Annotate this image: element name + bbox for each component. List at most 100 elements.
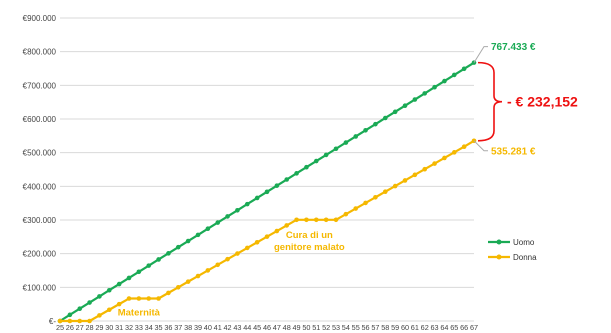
data-point (392, 183, 398, 189)
x-tick-label: 66 (460, 323, 468, 332)
x-tick-label: 32 (125, 323, 133, 332)
x-tick-label: 48 (283, 323, 291, 332)
x-tick-label: 56 (362, 323, 370, 332)
data-point (323, 152, 329, 158)
data-point (432, 84, 437, 90)
data-point (97, 313, 102, 318)
y-axis-ticks: €- €100.000 €200.000 €300.000 €400.000 €500.0… (23, 14, 57, 326)
difference-brace (477, 61, 503, 142)
x-tick-label: 50 (302, 323, 310, 332)
data-point (195, 232, 201, 238)
y-tick-label: €700.000 (23, 81, 57, 90)
data-point (363, 200, 368, 206)
x-tick-label: 59 (391, 323, 399, 332)
data-point (323, 217, 329, 223)
x-tick-label: 25 (56, 323, 64, 332)
x-tick-label: 62 (421, 323, 429, 332)
data-point (274, 183, 280, 188)
data-point (461, 66, 467, 72)
x-tick-label: 60 (401, 323, 409, 332)
data-point (116, 301, 122, 307)
data-point (244, 201, 250, 207)
data-point (274, 228, 280, 234)
data-point (254, 195, 260, 201)
x-tick-label: 46 (263, 323, 271, 332)
data-point (77, 318, 83, 324)
x-tick-label: 63 (431, 323, 439, 332)
data-point (392, 109, 398, 115)
x-tick-label: 37 (174, 323, 182, 332)
data-point (116, 281, 122, 287)
y-tick-label: €900.000 (23, 14, 57, 23)
data-point (225, 256, 230, 262)
x-tick-label: 53 (332, 323, 340, 332)
data-point (442, 78, 447, 84)
x-tick-label: 52 (322, 323, 330, 332)
y-tick-label: €500.000 (23, 149, 57, 158)
y-tick-label: €300.000 (23, 216, 57, 225)
data-point (215, 220, 221, 225)
x-tick-label: 44 (243, 323, 251, 332)
data-point (87, 300, 92, 305)
x-tick-label: 33 (135, 323, 143, 332)
annotation-cura-line: genitore malato (274, 242, 345, 253)
data-point (175, 244, 181, 250)
x-tick-label: 49 (293, 323, 301, 332)
y-tick-label: €100.000 (23, 283, 57, 292)
data-point (77, 306, 83, 311)
x-tick-label: 30 (105, 323, 113, 332)
data-point (402, 178, 408, 183)
x-tick-label: 29 (95, 323, 103, 332)
data-point (343, 211, 349, 217)
data-point (333, 217, 339, 223)
x-tick-label: 41 (214, 323, 222, 332)
data-point (205, 226, 211, 232)
x-tick-label: 34 (145, 323, 153, 332)
data-point (442, 155, 447, 161)
data-point (304, 217, 309, 223)
x-tick-label: 58 (381, 323, 389, 332)
gridlines (60, 17, 474, 322)
data-point (146, 263, 152, 268)
data-point (136, 269, 142, 275)
x-tick-label: 26 (66, 323, 74, 332)
legend-label-donna: Donna (513, 253, 537, 262)
data-point (205, 268, 211, 273)
legend-swatch-marker (496, 239, 502, 245)
x-tick-label: 38 (184, 323, 192, 332)
data-point (106, 307, 112, 313)
x-axis-ticks: 25 26 27 28 29 30 31 32 33 34 35 36 37 38 39 40 41 42 43 44… (56, 323, 478, 332)
data-point (67, 312, 73, 318)
data-point (185, 279, 191, 284)
data-point (333, 146, 339, 152)
legend-swatch-marker (496, 254, 502, 260)
data-point (422, 91, 428, 96)
data-point (284, 177, 290, 182)
annotation-cura-line: Cura di un (286, 230, 333, 241)
x-tick-label: 61 (411, 323, 419, 332)
data-point (146, 296, 152, 301)
data-point (294, 217, 299, 223)
data-point (235, 251, 240, 256)
data-point (225, 214, 230, 219)
end-labels: 767.433 € 535.281 € (473, 42, 536, 157)
data-point (313, 217, 319, 223)
data-point (313, 158, 319, 164)
y-tick-label: €400.000 (23, 182, 57, 191)
data-point (382, 189, 388, 194)
data-point (264, 234, 270, 239)
data-point (57, 318, 63, 324)
x-tick-label: 27 (76, 323, 84, 332)
x-tick-label: 28 (86, 323, 94, 332)
data-point (304, 164, 309, 170)
x-tick-label: 31 (115, 323, 123, 332)
data-point (106, 287, 112, 293)
x-tick-label: 51 (312, 323, 320, 332)
y-tick-label: €- (49, 317, 56, 326)
data-point (284, 223, 290, 228)
x-tick-label: 45 (253, 323, 261, 332)
data-point (215, 262, 221, 268)
data-point (156, 257, 161, 262)
